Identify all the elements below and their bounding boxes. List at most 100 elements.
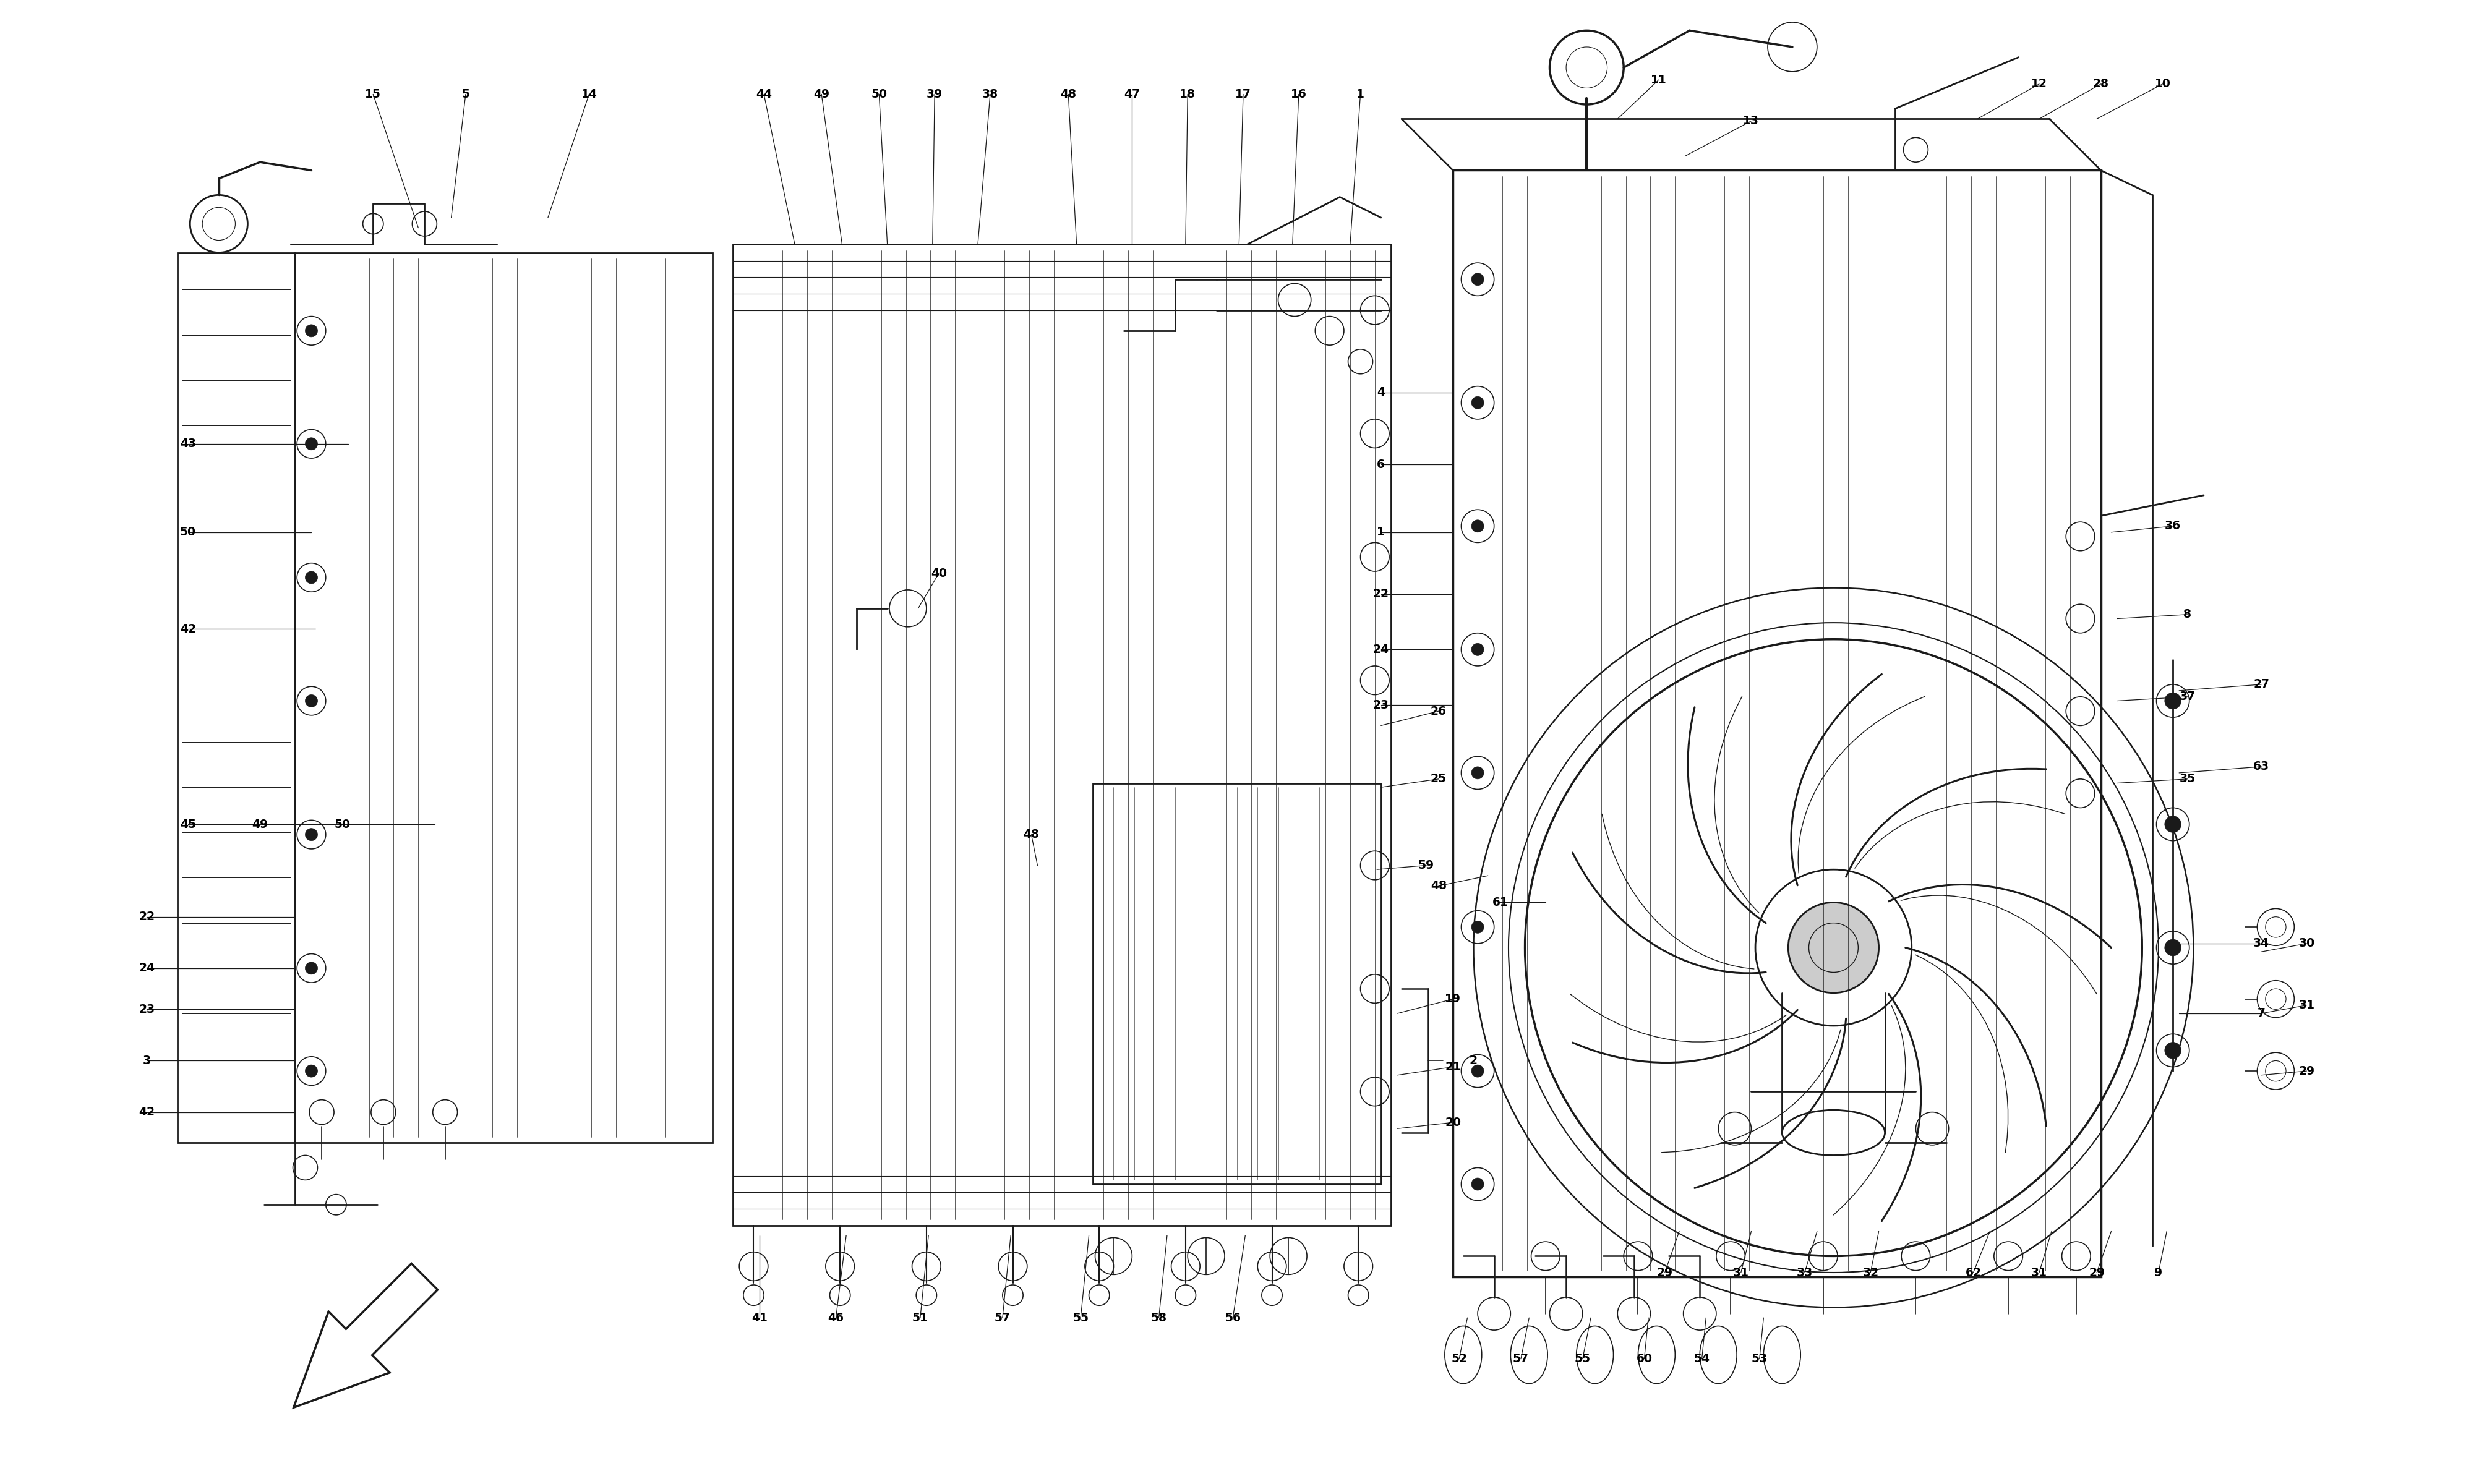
Text: 23: 23 [1373, 699, 1388, 711]
Text: 58: 58 [1150, 1312, 1168, 1324]
Text: 40: 40 [930, 567, 948, 579]
Text: 16: 16 [1291, 89, 1306, 99]
Text: 18: 18 [1180, 89, 1195, 99]
Text: 19: 19 [1445, 993, 1462, 1005]
Circle shape [304, 695, 317, 706]
Bar [732, 245, 1390, 1226]
Text: 38: 38 [982, 89, 997, 99]
Text: 36: 36 [2165, 521, 2182, 531]
Text: 29: 29 [2298, 1066, 2316, 1077]
Text: 29: 29 [1658, 1267, 1672, 1278]
Bar [178, 252, 294, 1143]
Circle shape [1472, 922, 1484, 933]
Text: 48: 48 [1061, 89, 1076, 99]
Text: 21: 21 [1445, 1061, 1462, 1073]
Circle shape [2165, 693, 2182, 709]
Text: 29: 29 [2088, 1267, 2105, 1278]
Text: 63: 63 [2254, 761, 2269, 773]
Text: 47: 47 [1123, 89, 1141, 99]
Circle shape [1472, 396, 1484, 410]
Circle shape [304, 571, 317, 583]
Circle shape [1472, 1066, 1484, 1077]
Bar [1452, 171, 2100, 1276]
Text: 31: 31 [2298, 999, 2316, 1011]
Text: 54: 54 [1695, 1353, 1710, 1365]
Text: 60: 60 [1635, 1353, 1653, 1365]
Text: 39: 39 [928, 89, 943, 99]
Text: 14: 14 [581, 89, 596, 99]
Circle shape [1472, 643, 1484, 656]
Text: 50: 50 [871, 89, 888, 99]
Circle shape [2165, 816, 2182, 833]
Text: 48: 48 [1024, 828, 1039, 840]
Text: 30: 30 [2298, 938, 2316, 950]
Text: 5: 5 [463, 89, 470, 99]
Text: 25: 25 [1430, 773, 1447, 785]
Polygon shape [294, 1263, 438, 1407]
Text: 59: 59 [1418, 859, 1435, 871]
Text: 44: 44 [757, 89, 772, 99]
Text: 8: 8 [2182, 608, 2192, 620]
Text: 51: 51 [913, 1312, 928, 1324]
Circle shape [2165, 1042, 2182, 1058]
Text: 11: 11 [1650, 74, 1667, 86]
Text: 34: 34 [2254, 938, 2269, 950]
Text: 22: 22 [1373, 588, 1388, 600]
Circle shape [1472, 767, 1484, 779]
Text: 15: 15 [366, 89, 381, 99]
Text: 48: 48 [1430, 880, 1447, 892]
Text: 55: 55 [1573, 1353, 1591, 1365]
Circle shape [304, 438, 317, 450]
Bar [294, 252, 713, 1143]
Text: 52: 52 [1452, 1353, 1467, 1365]
Text: 24: 24 [139, 962, 156, 974]
Text: 45: 45 [181, 818, 195, 830]
Text: 22: 22 [139, 911, 156, 923]
Text: 12: 12 [2031, 79, 2046, 91]
Text: 4: 4 [1378, 386, 1385, 398]
Bar [1094, 784, 1380, 1184]
Circle shape [304, 1066, 317, 1077]
Text: 35: 35 [2180, 773, 2194, 785]
Text: 53: 53 [1752, 1353, 1766, 1365]
Text: 50: 50 [181, 527, 195, 539]
Text: 50: 50 [334, 818, 351, 830]
Text: 23: 23 [139, 1003, 156, 1015]
Text: 56: 56 [1225, 1312, 1242, 1324]
Text: 61: 61 [1492, 896, 1509, 908]
Text: 2: 2 [1470, 1055, 1477, 1067]
Text: 28: 28 [2093, 79, 2108, 91]
Text: 57: 57 [995, 1312, 1009, 1324]
Text: 7: 7 [2256, 1008, 2266, 1020]
Circle shape [1472, 273, 1484, 285]
Text: 13: 13 [1744, 116, 1759, 126]
Text: 42: 42 [139, 1106, 156, 1117]
Text: 42: 42 [181, 623, 195, 635]
Text: 57: 57 [1512, 1353, 1529, 1365]
Text: 27: 27 [2254, 678, 2269, 690]
Text: 32: 32 [1863, 1267, 1878, 1278]
Text: 20: 20 [1445, 1116, 1462, 1128]
Text: 37: 37 [2180, 692, 2194, 702]
Circle shape [1472, 519, 1484, 533]
Text: 55: 55 [1074, 1312, 1089, 1324]
Circle shape [304, 325, 317, 337]
Circle shape [2165, 939, 2182, 956]
Text: 10: 10 [2155, 79, 2170, 91]
Circle shape [304, 828, 317, 841]
Text: 43: 43 [181, 438, 195, 450]
Text: 31: 31 [2031, 1267, 2046, 1278]
Circle shape [1472, 1178, 1484, 1190]
Text: 6: 6 [1378, 459, 1385, 470]
Text: 3: 3 [143, 1055, 151, 1067]
Text: 49: 49 [252, 818, 267, 830]
Text: 26: 26 [1430, 705, 1447, 717]
Text: 1: 1 [1356, 89, 1363, 99]
Text: 33: 33 [1796, 1267, 1813, 1278]
Text: 49: 49 [814, 89, 829, 99]
Text: 41: 41 [752, 1312, 767, 1324]
Text: 46: 46 [829, 1312, 844, 1324]
Text: 1: 1 [1378, 527, 1385, 539]
Circle shape [1789, 902, 1878, 993]
Text: 24: 24 [1373, 644, 1388, 656]
